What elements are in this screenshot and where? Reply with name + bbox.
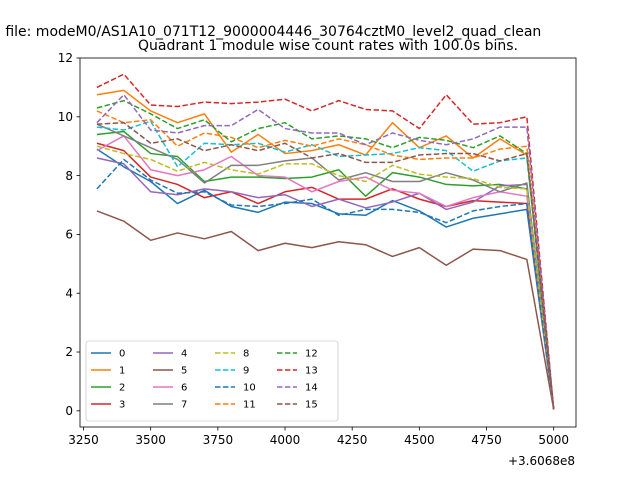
- series-line-6: [96, 135, 555, 410]
- legend-label-7: 7: [181, 400, 187, 411]
- series-line-2: [96, 130, 555, 410]
- x-tick-label: 3750: [203, 433, 234, 447]
- legend-label-1: 1: [119, 366, 125, 377]
- series-line-4: [96, 157, 555, 410]
- chart-title: Quadrant 1 module wise count rates with …: [138, 38, 518, 54]
- x-tick-label: 3500: [135, 433, 166, 447]
- series-line-8: [96, 145, 555, 410]
- x-tick-label: 4000: [270, 433, 301, 447]
- legend-label-10: 10: [243, 383, 256, 394]
- y-tick-label: 10: [58, 110, 73, 124]
- series-layer: [96, 73, 555, 410]
- y-tick-label: 12: [58, 51, 73, 65]
- legend-label-2: 2: [119, 383, 125, 394]
- series-line-0: [96, 148, 555, 410]
- x-tick-label: 4250: [337, 433, 368, 447]
- x-tick-label: 3250: [68, 433, 99, 447]
- series-line-5: [96, 210, 555, 410]
- legend-label-11: 11: [243, 400, 256, 411]
- series-line-13: [96, 73, 555, 410]
- x-offset-label: +3.6068e8: [508, 454, 575, 468]
- legend-label-0: 0: [119, 349, 125, 360]
- series-line-3: [96, 142, 555, 410]
- legend-label-15: 15: [305, 400, 318, 411]
- series-line-14: [96, 94, 555, 410]
- figure-suptitle: n file: modeM0/AS1A10_071T12_9000004446_…: [0, 24, 541, 40]
- legend-box: [85, 340, 339, 422]
- x-tick-label: 4500: [404, 433, 435, 447]
- y-tick-label: 2: [65, 345, 73, 359]
- series-line-10: [96, 158, 555, 410]
- y-tick-label: 6: [65, 228, 73, 242]
- legend-label-12: 12: [305, 349, 318, 360]
- legend-label-3: 3: [119, 400, 125, 411]
- series-line-11: [96, 110, 555, 410]
- plot-frame: [79, 57, 577, 428]
- legend-label-8: 8: [243, 349, 249, 360]
- legend-label-9: 9: [243, 366, 249, 377]
- y-tick-label: 0: [65, 404, 73, 418]
- legend-label-4: 4: [181, 349, 187, 360]
- x-tick-label: 5000: [538, 433, 569, 447]
- series-line-9: [96, 120, 555, 410]
- x-tick-label: 4750: [471, 433, 502, 447]
- y-tick-label: 8: [65, 169, 73, 183]
- axes-layer: 3250 3500 3750 4000 4250 4500 4750 500002468101…: [58, 51, 577, 447]
- series-line-15: [96, 121, 555, 410]
- legend-label-6: 6: [181, 383, 187, 394]
- series-line-12: [96, 99, 555, 410]
- legend-label-13: 13: [305, 366, 318, 377]
- legend-label-14: 14: [305, 383, 318, 394]
- legend-label-5: 5: [181, 366, 187, 377]
- y-tick-label: 4: [65, 286, 73, 300]
